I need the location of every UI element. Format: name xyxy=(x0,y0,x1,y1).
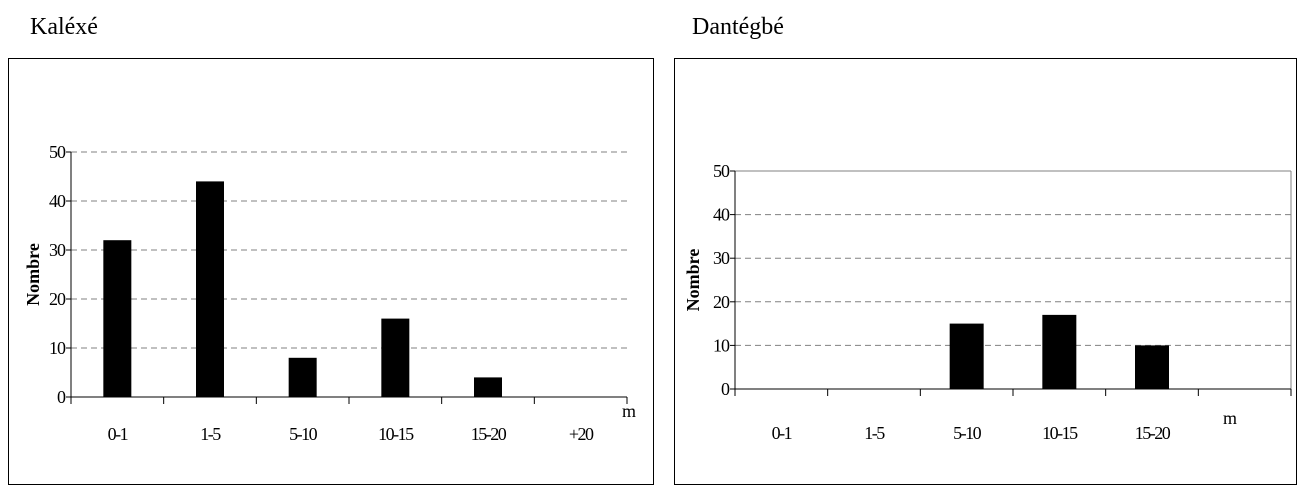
y-tick-label: 10 xyxy=(713,335,730,355)
y-tick-label: 30 xyxy=(49,240,66,260)
bar-10-15 xyxy=(381,318,410,397)
y-tick-label: 40 xyxy=(713,205,730,225)
x-tick-label: 15-20 xyxy=(1135,423,1171,443)
x-tick-label: 10-15 xyxy=(1042,423,1078,443)
bar-10-15 xyxy=(1042,314,1077,389)
y-tick-label: 40 xyxy=(49,191,66,211)
x-tick-label: +20 xyxy=(569,424,594,444)
chart-frame-dantegbe: 0 10 20 30 40 50 0-1 1-5 5-10 10-15 15-20 m Nombre xyxy=(674,58,1297,485)
x-unit-label: m xyxy=(622,401,636,421)
chart-title-kalexe: Kaléxé xyxy=(30,14,98,40)
bar-5-10 xyxy=(949,323,984,389)
y-tick-label: 50 xyxy=(713,161,730,181)
y-tick-label: 20 xyxy=(49,289,66,309)
x-tick-label: 15-20 xyxy=(471,424,507,444)
y-tick-label: 10 xyxy=(49,338,66,358)
x-tick-label: 5-10 xyxy=(289,424,317,444)
chart-title-dantegbe: Dantégbé xyxy=(692,14,784,40)
chart-kalexe: 0 10 20 30 40 50 0-1 1-5 5-10 10-15 15-20 +20 m Nombr… xyxy=(23,142,636,444)
y-tick-label: 0 xyxy=(721,379,730,399)
chart-dantegbe: 0 10 20 30 40 50 0-1 1-5 5-10 10-15 15-20 m Nombre xyxy=(683,161,1292,443)
y-axis-title: Nombre xyxy=(683,249,703,312)
x-tick-label: 10-15 xyxy=(378,424,414,444)
y-tick-label: 50 xyxy=(49,142,66,162)
x-unit-label: m xyxy=(1223,408,1237,428)
x-tick-label: 1-5 xyxy=(864,423,885,443)
bar-15-20 xyxy=(1135,345,1169,389)
x-tick-label: 1-5 xyxy=(200,424,221,444)
bar-15-20 xyxy=(474,377,502,397)
x-tick-label: 5-10 xyxy=(953,423,981,443)
x-tick-label: 0-1 xyxy=(108,424,128,444)
bar-1-5 xyxy=(196,181,224,397)
y-tick-label: 0 xyxy=(57,387,66,407)
chart-frame-kalexe: 0 10 20 30 40 50 0-1 1-5 5-10 10-15 15-20 +20 m Nombr… xyxy=(8,58,654,485)
bar-5-10 xyxy=(288,357,317,397)
y-tick-label: 20 xyxy=(713,292,730,312)
bar-0-1 xyxy=(103,240,132,397)
y-axis-title: Nombre xyxy=(23,243,43,306)
y-tick-label: 30 xyxy=(713,248,730,268)
x-tick-label: 0-1 xyxy=(772,423,792,443)
